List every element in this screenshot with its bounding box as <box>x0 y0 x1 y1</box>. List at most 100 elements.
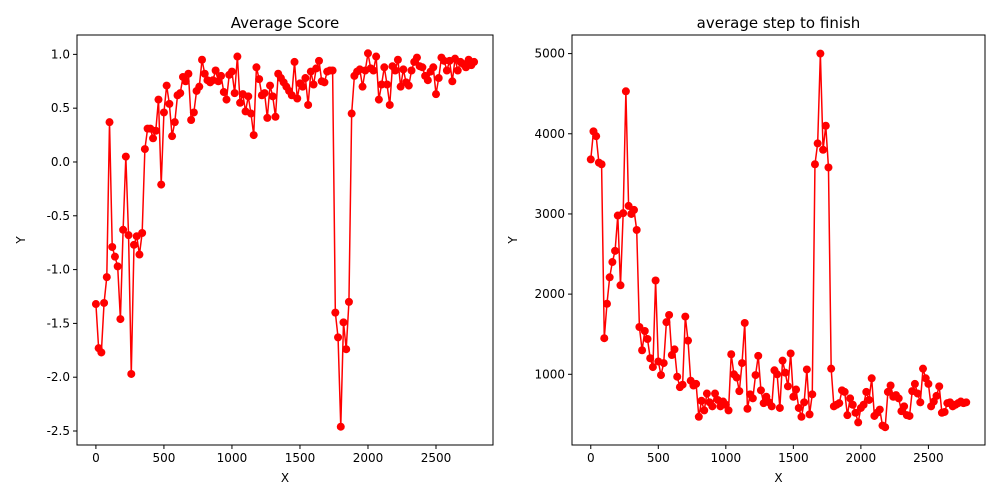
marker <box>165 99 174 108</box>
marker <box>442 66 451 75</box>
marker <box>127 369 136 378</box>
marker <box>962 398 971 407</box>
marker <box>91 300 100 309</box>
marker <box>875 405 884 414</box>
marker <box>619 209 628 218</box>
marker <box>827 364 836 373</box>
marker <box>301 74 310 83</box>
marker <box>315 56 324 65</box>
marker <box>219 88 228 97</box>
marker <box>608 258 617 267</box>
y-tick-label: 4000 <box>534 127 565 141</box>
x-tick-label: 500 <box>647 451 670 465</box>
marker <box>369 66 378 75</box>
marker <box>748 394 757 403</box>
marker <box>268 92 277 101</box>
marker <box>363 49 372 58</box>
marker <box>189 108 198 117</box>
marker <box>786 349 795 358</box>
marker <box>935 382 944 391</box>
marker <box>372 52 381 61</box>
marker <box>894 394 903 403</box>
marker <box>129 240 138 249</box>
x-tick-label: 1000 <box>711 451 742 465</box>
marker <box>867 374 876 383</box>
marker <box>198 55 207 64</box>
marker <box>813 139 822 148</box>
marker <box>738 359 747 368</box>
marker <box>119 225 128 234</box>
marker <box>429 63 438 72</box>
marker <box>271 112 280 121</box>
x-tick-label: 0 <box>92 451 100 465</box>
marker <box>824 163 833 172</box>
x-axis-label: X <box>774 471 782 485</box>
marker <box>697 396 706 405</box>
marker <box>331 308 340 317</box>
marker <box>293 94 302 103</box>
marker <box>407 66 416 75</box>
y-tick-label: 0.5 <box>51 101 70 115</box>
marker <box>200 69 209 78</box>
marker <box>97 348 106 357</box>
marker <box>835 399 844 408</box>
marker <box>412 53 421 62</box>
x-tick-label: 1500 <box>285 451 316 465</box>
marker <box>605 273 614 282</box>
marker <box>298 82 307 91</box>
marker <box>347 109 356 118</box>
marker <box>233 52 242 61</box>
marker <box>854 418 863 427</box>
x-tick-label: 2000 <box>846 451 877 465</box>
marker <box>246 109 255 118</box>
marker <box>260 89 269 98</box>
marker <box>309 80 318 89</box>
marker <box>910 379 919 388</box>
marker <box>592 132 601 141</box>
marker <box>255 75 264 84</box>
marker <box>105 118 114 127</box>
x-tick-label: 2500 <box>913 451 944 465</box>
marker <box>100 298 109 307</box>
marker <box>900 402 909 411</box>
marker <box>727 350 736 359</box>
marker <box>140 145 149 154</box>
marker <box>924 379 933 388</box>
marker <box>851 408 860 417</box>
x-tick-label: 500 <box>152 451 175 465</box>
marker <box>108 242 117 251</box>
y-tick-label: 1.0 <box>51 47 70 61</box>
marker <box>358 82 367 91</box>
marker <box>662 318 671 327</box>
marker <box>339 318 348 327</box>
marker <box>138 229 147 238</box>
marker <box>651 276 660 285</box>
marker <box>659 359 668 368</box>
marker <box>783 382 792 391</box>
y-tick-label: 0.0 <box>51 155 70 169</box>
y-tick-label: 1000 <box>534 367 565 381</box>
marker <box>648 363 657 372</box>
marker <box>586 155 595 164</box>
marker <box>470 57 479 66</box>
marker <box>670 345 679 354</box>
marker <box>227 67 236 76</box>
marker <box>336 422 345 431</box>
marker <box>168 132 177 141</box>
marker <box>611 246 620 255</box>
marker <box>767 402 776 411</box>
marker <box>773 370 782 379</box>
marker <box>881 423 890 432</box>
marker <box>632 225 641 234</box>
marker <box>320 78 329 87</box>
x-tick-label: 1500 <box>778 451 809 465</box>
marker <box>724 406 733 415</box>
marker <box>304 100 313 109</box>
marker <box>423 76 432 85</box>
marker <box>252 63 261 72</box>
marker <box>162 81 171 90</box>
marker <box>110 252 119 261</box>
marker <box>810 160 819 169</box>
marker <box>181 77 190 86</box>
marker <box>334 333 343 342</box>
